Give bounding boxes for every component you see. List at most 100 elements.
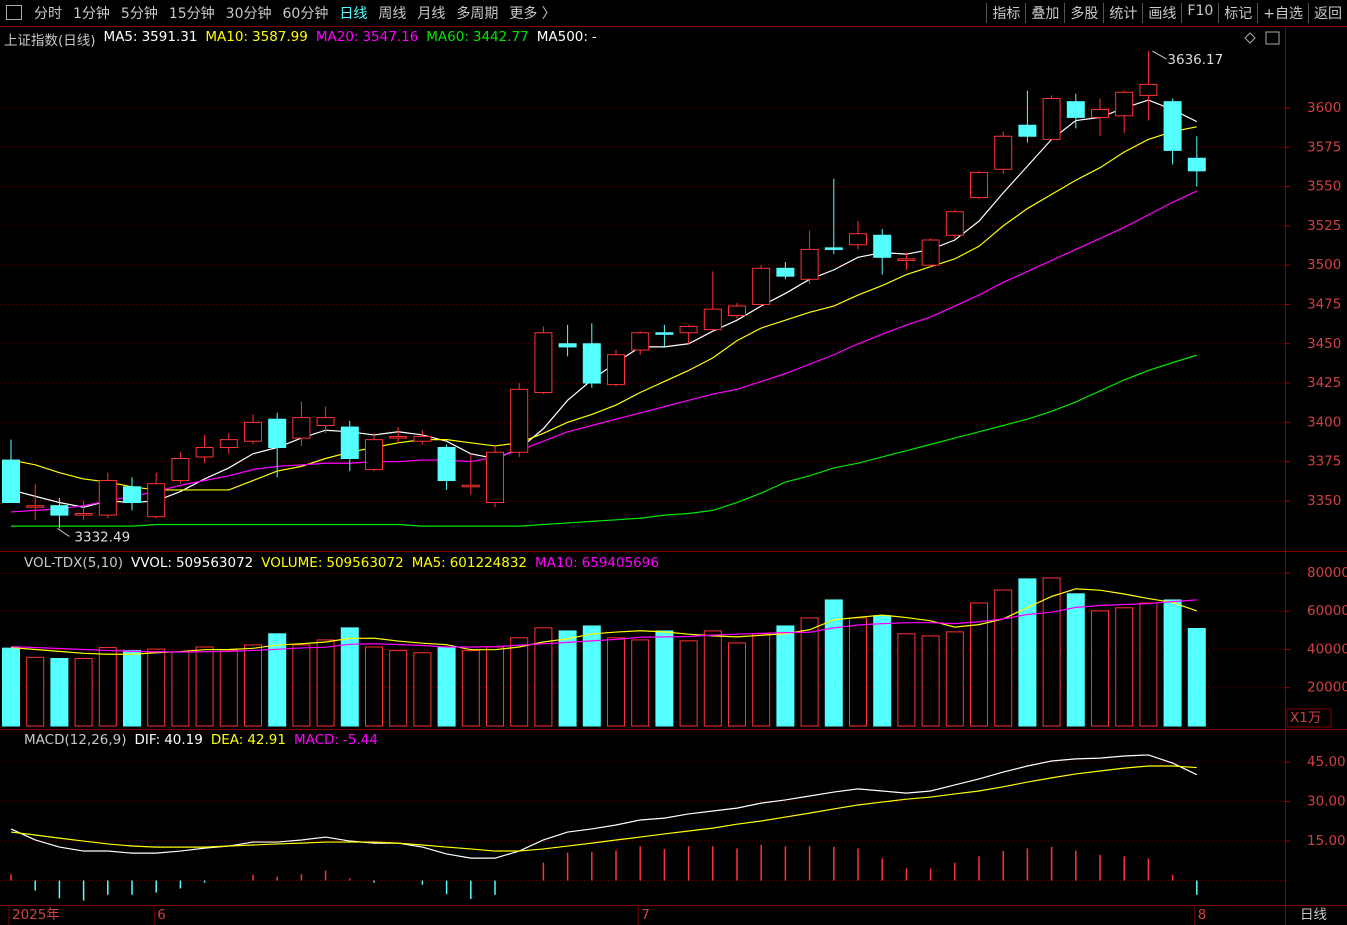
volume-bar — [1139, 602, 1158, 727]
volume-bar — [728, 642, 746, 727]
volume-bar — [50, 657, 69, 727]
period-tab[interactable]: 5分钟 — [120, 6, 158, 22]
period-tab[interactable]: 更多 〉 — [509, 6, 556, 22]
period-tab[interactable]: 分时 — [34, 6, 62, 22]
y-tick-label: 3575 — [1307, 139, 1341, 155]
tool-button[interactable]: +自选 — [1257, 3, 1308, 23]
candle-body — [486, 451, 504, 504]
candle-body — [1042, 98, 1061, 140]
period-status: 日线 — [1300, 907, 1327, 923]
candle-body — [1115, 91, 1134, 117]
volume-bar — [1163, 599, 1182, 727]
volume-bar — [607, 637, 625, 727]
line — [10, 765, 1197, 852]
tool-button[interactable]: 画线 — [1142, 3, 1181, 23]
legend-item: VOLUME: 509563072 — [261, 555, 403, 571]
line — [10, 754, 1198, 859]
candle-body — [752, 267, 771, 305]
volume-bar — [413, 652, 432, 727]
volume-bar — [1018, 578, 1037, 727]
y-tick-label: 3475 — [1307, 296, 1341, 312]
legend-value: 42.91 — [247, 732, 286, 748]
candle-body — [98, 480, 117, 516]
candle-body — [219, 439, 238, 449]
volume-bar — [558, 630, 577, 727]
period-tab[interactable]: 日线 — [339, 6, 368, 22]
volume-bar — [897, 633, 916, 727]
x-tick-label: 2025年 — [12, 907, 60, 923]
candle-body — [340, 426, 359, 460]
period-tab[interactable]: 30分钟 — [225, 6, 272, 22]
menu-icon[interactable] — [6, 5, 22, 20]
legend-label: MA500: — [536, 29, 588, 45]
legend-value: 3591.31 — [141, 29, 198, 45]
tool-button[interactable]: 指标 — [986, 3, 1025, 23]
price-header: 上证指数(日线) MA5: 3591.31 MA10: 3587.99 MA20: 3547… — [4, 29, 597, 49]
candle-body — [389, 436, 408, 439]
tool-button[interactable]: F10 — [1181, 3, 1218, 23]
volume-bar — [268, 633, 287, 727]
candle-body — [534, 332, 553, 393]
volume-bar — [921, 635, 940, 727]
legend-value: 3547.16 — [362, 29, 419, 45]
high-label: 3636.17 — [1167, 52, 1223, 68]
y-tick-label: 3500 — [1307, 257, 1341, 273]
candle-body — [437, 447, 456, 482]
y-tick-label: 3400 — [1307, 414, 1341, 430]
toolbar: 分时 1分钟 5分钟 15分钟 30分钟 60分钟 日线 周线 月线 多周期 更多 〉 指标 叠加 多股… — [0, 0, 1347, 27]
candle-body — [292, 417, 311, 439]
candle-body — [703, 308, 722, 331]
legend-label: VVOL: — [131, 555, 172, 571]
period-tabs: 分时 1分钟 5分钟 15分钟 30分钟 60分钟 日线 周线 月线 多周期 更多 〉 — [34, 3, 567, 23]
legend-value: 40.19 — [164, 732, 203, 748]
period-tab[interactable]: 月线 — [417, 6, 446, 22]
legend-value: - — [591, 29, 597, 45]
volume-bar — [582, 625, 601, 727]
tool-button[interactable]: 叠加 — [1025, 3, 1064, 23]
tool-button[interactable]: 返回 — [1308, 3, 1347, 23]
legend-value: 601224832 — [449, 555, 528, 571]
legend-item: MA10: 659405696 — [535, 555, 659, 571]
volume-bar — [945, 631, 964, 727]
volume-bar — [147, 648, 166, 727]
period-tab[interactable]: 周线 — [378, 6, 407, 22]
y-tick-label: 3525 — [1307, 218, 1341, 234]
tool-button[interactable]: 多股 — [1064, 3, 1103, 23]
candle-body — [582, 343, 601, 384]
volume-bar — [244, 644, 262, 727]
annotation-arrow — [57, 528, 70, 537]
period-tab[interactable]: 15分钟 — [168, 6, 215, 22]
volume-bar — [1115, 607, 1134, 727]
legend-label: VOLUME: — [261, 555, 323, 571]
period-tab[interactable]: 60分钟 — [282, 6, 329, 22]
volume-bar — [849, 617, 867, 727]
y-tick-label: 45.00 — [1307, 754, 1346, 770]
volume-bar — [679, 640, 698, 727]
period-tab[interactable]: 多周期 — [456, 6, 499, 22]
tool-button[interactable]: 统计 — [1103, 3, 1142, 23]
candle-body — [897, 258, 916, 261]
panel-icon[interactable] — [1244, 32, 1256, 44]
legend-item: MA10: 3587.99 — [205, 29, 307, 49]
candle-body — [994, 135, 1013, 170]
y-tick-label: 80000 — [1307, 565, 1347, 581]
candle-body — [2, 459, 20, 504]
volume-bar — [1066, 593, 1085, 727]
candle-body — [849, 233, 867, 246]
legend-label: DIF: — [134, 732, 161, 748]
volume-bar — [340, 627, 359, 727]
candle-body — [945, 211, 964, 236]
legend-item: MA20: 3547.16 — [316, 29, 418, 49]
y-tick-label: 40000 — [1307, 641, 1347, 657]
period-tab[interactable]: 1分钟 — [73, 6, 110, 22]
x-tick-label: 8 — [1198, 907, 1207, 923]
candle-body — [970, 171, 988, 199]
volume-bar — [461, 650, 480, 727]
candle-body — [800, 248, 819, 280]
y-tick-label: 3350 — [1307, 493, 1341, 509]
panel-icon[interactable] — [1265, 31, 1280, 45]
volume-bar — [486, 646, 504, 727]
tool-button[interactable]: 标记 — [1218, 3, 1257, 23]
